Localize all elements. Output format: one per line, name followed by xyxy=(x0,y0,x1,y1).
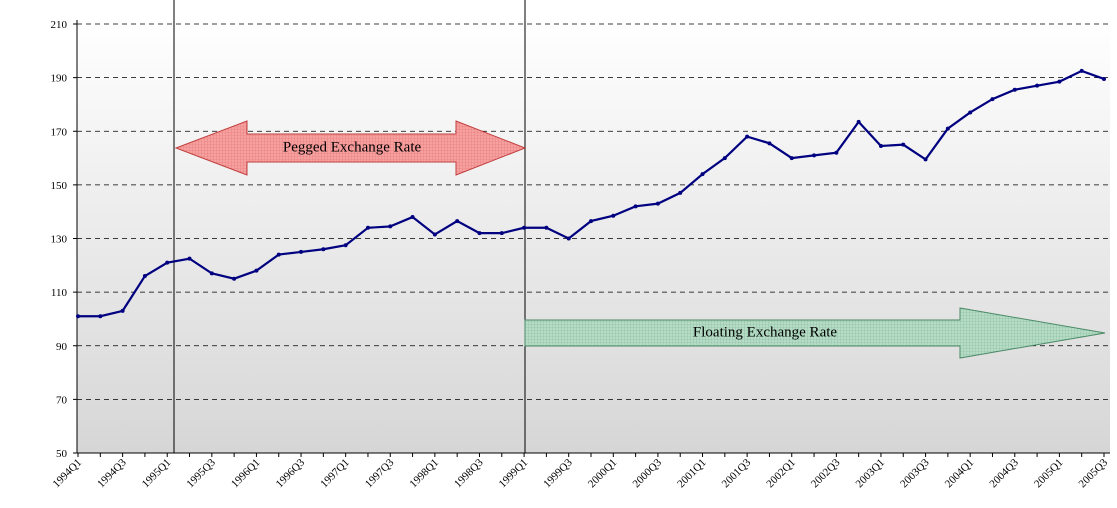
point xyxy=(589,219,593,224)
x-tick-label: 1998Q1 xyxy=(407,457,441,491)
point xyxy=(165,260,170,265)
point xyxy=(499,231,504,236)
y-tick-label: 210 xyxy=(51,19,68,31)
point xyxy=(365,225,370,230)
point xyxy=(1102,76,1106,81)
point xyxy=(700,172,705,177)
x-tick-label: 2000Q1 xyxy=(586,457,620,491)
x-tick-label: 1996Q1 xyxy=(229,457,263,491)
point xyxy=(655,201,660,206)
point xyxy=(1012,87,1017,92)
point xyxy=(432,232,437,237)
x-tick-label: 2004Q3 xyxy=(987,456,1021,490)
x-tick-label: 1994Q1 xyxy=(51,457,85,491)
y-tick-label: 70 xyxy=(56,394,68,406)
y-tick-label: 50 xyxy=(56,448,68,460)
point xyxy=(834,150,839,155)
point xyxy=(767,141,772,146)
x-tick-label: 1997Q3 xyxy=(363,456,397,490)
point xyxy=(98,314,103,319)
point xyxy=(633,204,638,209)
point xyxy=(945,126,950,131)
point xyxy=(254,268,259,273)
point xyxy=(142,274,147,279)
point xyxy=(1079,68,1084,73)
point xyxy=(789,156,794,161)
point xyxy=(678,190,683,195)
point xyxy=(1035,83,1040,88)
point xyxy=(477,231,482,236)
y-tick-label: 150 xyxy=(51,180,68,192)
x-tick-label: 2005Q1 xyxy=(1032,457,1066,491)
point xyxy=(745,134,750,139)
point xyxy=(209,271,214,276)
point xyxy=(812,153,817,158)
point xyxy=(878,143,883,148)
x-tick-label: 2003Q1 xyxy=(854,457,888,491)
point xyxy=(187,256,192,261)
y-tick-label: 110 xyxy=(51,287,68,299)
floating-arrow xyxy=(524,307,1106,359)
x-tick-label: 2005Q3 xyxy=(1077,456,1111,490)
point xyxy=(990,97,995,102)
point xyxy=(923,157,928,162)
point xyxy=(232,276,237,281)
x-tick-label: 2000Q3 xyxy=(630,456,664,490)
x-tick-label: 2003Q3 xyxy=(898,456,932,490)
point xyxy=(343,243,348,248)
x-tick-label: 2001Q3 xyxy=(720,456,754,490)
x-tick-label: 1999Q1 xyxy=(497,457,531,491)
x-tick-label: 1995Q3 xyxy=(184,456,218,490)
point xyxy=(388,224,393,229)
x-tick-label: 1995Q1 xyxy=(140,457,174,491)
x-tick-label: 1994Q3 xyxy=(95,456,129,490)
point xyxy=(410,215,415,220)
x-tick-label: 1996Q3 xyxy=(274,456,308,490)
x-tick-label: 2002Q3 xyxy=(809,456,843,490)
x-tick-label: 1998Q3 xyxy=(452,456,486,490)
point xyxy=(76,314,80,319)
point xyxy=(901,142,906,147)
x-tick-label: 2002Q1 xyxy=(764,457,798,491)
point xyxy=(968,110,973,115)
point xyxy=(856,119,861,124)
annotation: Floating Exchange Rate xyxy=(693,324,837,340)
y-tick-label: 190 xyxy=(51,73,68,85)
pegged-arrow xyxy=(174,120,527,176)
point xyxy=(722,156,727,161)
x-tick-label: 1999Q3 xyxy=(541,456,575,490)
y-tick-label: 170 xyxy=(51,126,68,138)
point xyxy=(544,225,549,230)
point xyxy=(299,249,304,254)
point xyxy=(522,225,527,230)
point xyxy=(276,252,281,257)
point xyxy=(321,247,326,252)
x-tick-label: 2001Q1 xyxy=(675,457,709,491)
point xyxy=(455,219,460,224)
y-tick-label: 130 xyxy=(51,234,68,246)
point xyxy=(1057,79,1062,84)
annotation: Pegged Exchange Rate xyxy=(283,139,422,155)
point xyxy=(120,308,125,313)
x-tick-label: 2004Q1 xyxy=(943,457,977,491)
x-tick-label: 1997Q1 xyxy=(318,457,352,491)
point xyxy=(611,213,616,218)
plot-area xyxy=(77,20,1110,453)
point xyxy=(566,236,571,241)
y-tick-label: 90 xyxy=(56,341,68,353)
